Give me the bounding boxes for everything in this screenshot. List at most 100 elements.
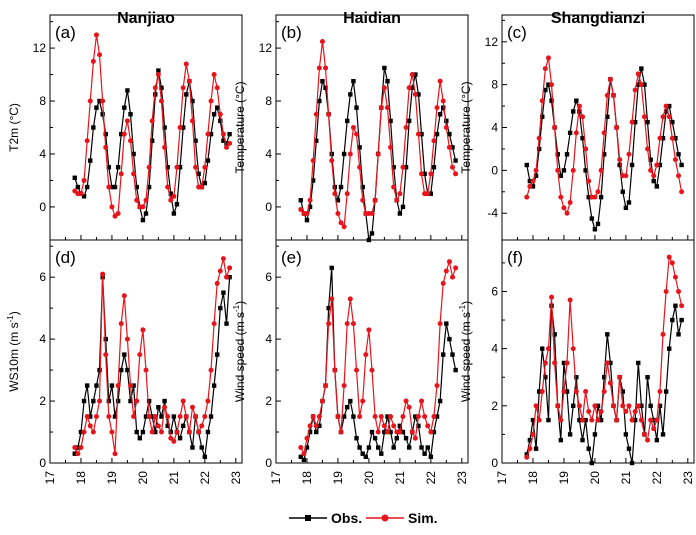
data-point-obs — [125, 367, 130, 373]
data-point-sim — [344, 191, 350, 197]
data-point-obs — [558, 173, 564, 178]
data-point-obs — [184, 92, 189, 97]
data-point-obs — [301, 457, 307, 463]
data-point-obs — [72, 175, 77, 180]
data-point-obs — [660, 136, 666, 141]
data-point-sim — [558, 194, 564, 200]
data-point-sim — [555, 403, 561, 409]
data-point-sim — [645, 437, 651, 443]
data-point-sim — [641, 114, 647, 120]
data-point-obs — [530, 417, 536, 423]
data-point-obs — [360, 451, 365, 456]
data-point-sim — [332, 367, 338, 373]
y-tick-label: 0 — [39, 200, 46, 214]
data-point-sim — [128, 383, 134, 389]
data-point-sim — [657, 389, 663, 395]
data-point-sim — [391, 184, 397, 190]
data-point-sim — [193, 414, 199, 420]
data-point-obs — [298, 198, 303, 203]
data-point-sim — [97, 52, 103, 58]
data-point-obs — [224, 321, 229, 326]
x-tick-label: 21 — [393, 471, 407, 485]
data-point-sim — [660, 114, 666, 120]
data-point-obs — [450, 352, 455, 357]
data-point-obs — [106, 165, 112, 170]
data-point-sim — [425, 423, 431, 429]
data-point-obs — [131, 383, 136, 388]
legend-obs-marker — [305, 515, 311, 521]
y-tick-label: 12 — [33, 41, 47, 55]
data-point-sim — [635, 403, 641, 409]
data-point-obs — [218, 305, 223, 311]
data-point-sim — [549, 82, 555, 88]
data-point-sim — [189, 404, 195, 410]
data-point-sim — [660, 331, 666, 337]
data-point-sim — [412, 91, 418, 97]
data-point-obs — [211, 383, 217, 388]
data-point-obs — [673, 136, 678, 141]
data-point-sim — [214, 85, 220, 91]
data-point-obs — [605, 114, 610, 119]
data-point-sim — [100, 271, 106, 277]
data-point-sim — [168, 435, 174, 441]
data-point-sim — [539, 389, 545, 395]
data-point-sim — [323, 65, 329, 71]
data-point-sim — [338, 429, 344, 435]
data-point-sim — [676, 173, 682, 179]
data-point-obs — [307, 204, 313, 210]
series-line-sim — [300, 259, 457, 456]
data-point-obs — [354, 105, 359, 110]
data-point-sim — [93, 414, 99, 420]
panel-5: 0 2 4 6 17 18 19 20 21 22 23 (e) Wind speed (m s-1) — [232, 239, 469, 485]
data-point-obs — [81, 194, 87, 199]
data-point-obs — [431, 429, 437, 435]
data-point-sim — [666, 254, 672, 260]
data-point-sim — [81, 429, 87, 435]
data-point-obs — [533, 173, 539, 178]
data-point-obs — [561, 360, 567, 366]
data-point-sim — [610, 92, 616, 98]
data-point-sim — [524, 194, 530, 200]
data-point-sim — [403, 398, 409, 404]
data-point-sim — [580, 417, 586, 423]
data-point-obs — [307, 429, 313, 435]
data-point-obs — [586, 194, 591, 200]
data-point-obs — [632, 119, 638, 125]
x-tick-label: 18 — [74, 471, 88, 485]
data-point-obs — [369, 429, 375, 435]
data-point-sim — [672, 157, 678, 163]
data-point-obs — [670, 119, 675, 125]
data-point-obs — [171, 211, 177, 216]
data-point-sim — [338, 220, 344, 226]
data-point-sim — [121, 293, 127, 299]
data-point-sim — [326, 321, 332, 327]
data-point-sim — [329, 158, 335, 164]
data-point-obs — [215, 352, 220, 357]
data-point-sim — [316, 65, 322, 71]
data-point-obs — [543, 87, 548, 93]
data-point-sim — [106, 184, 112, 190]
data-point-obs — [651, 178, 656, 184]
data-point-obs — [224, 141, 229, 146]
data-point-sim — [180, 85, 186, 91]
data-point-sim — [443, 268, 449, 274]
data-point-obs — [450, 145, 455, 150]
data-point-obs — [577, 417, 582, 423]
data-point-sim — [672, 274, 678, 280]
data-point-sim — [363, 352, 369, 358]
data-point-sim — [555, 167, 561, 173]
data-point-sim — [437, 78, 443, 84]
data-point-obs — [119, 367, 124, 373]
plot-frame — [275, 14, 469, 241]
data-point-obs — [536, 146, 542, 152]
y-tick-label: 0 — [491, 163, 498, 177]
data-point-obs — [527, 437, 533, 443]
data-point-sim — [561, 389, 567, 395]
data-point-obs — [546, 417, 551, 423]
data-point-sim — [567, 297, 573, 303]
data-point-obs — [156, 68, 161, 73]
data-point-sim — [573, 389, 579, 395]
data-point-sim — [601, 130, 607, 136]
data-point-sim — [561, 205, 567, 211]
data-point-sim — [666, 114, 672, 120]
